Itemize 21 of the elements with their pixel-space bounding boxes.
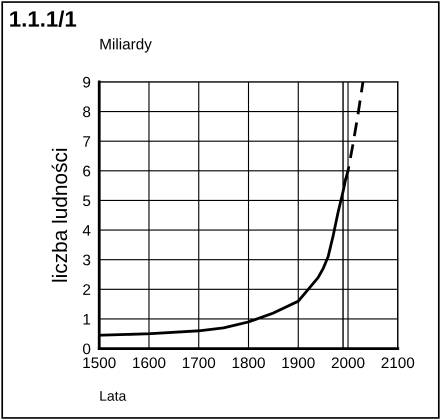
x-tick-label: 1600 [133,357,166,368]
y-tick-label: 7 [83,136,90,147]
chart-title: 1.1.1/1 [10,10,76,28]
x-tick-label: 1900 [282,357,315,368]
y-tick-label: 6 [83,166,90,176]
y-tick-label: 9 [83,76,90,88]
y-tick-label: 2 [83,284,90,295]
y-tick-label: 5 [83,195,90,206]
text: Miliardy [100,38,152,52]
x-tick-label: 2100 [382,357,414,368]
y-tick-label: 0 [82,343,90,354]
x-tick-label: 2000 [332,357,364,368]
x-tick-label: 1700 [182,357,216,368]
y-tick-label: 8 [83,106,90,118]
x-tick-label: 1800 [232,357,265,368]
x-tick-label: 1500 [83,357,116,368]
y-axis-title: liczba ludności [52,148,68,282]
y-tick-label: 4 [82,225,90,236]
y-tick-label: 3 [82,254,90,266]
x-axis-title: Lata [100,391,126,401]
y-tick-label: 1 [84,314,90,324]
